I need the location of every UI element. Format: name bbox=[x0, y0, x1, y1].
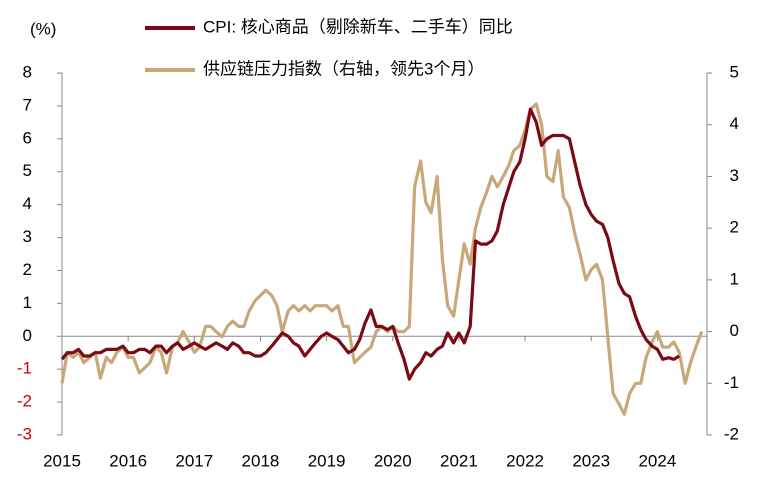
x-tick-label: 2022 bbox=[506, 451, 544, 470]
x-tick-label: 2017 bbox=[175, 451, 213, 470]
series-line bbox=[60, 107, 681, 381]
y2-tick-label: 5 bbox=[730, 62, 739, 81]
y-tick-label: -2 bbox=[17, 392, 32, 411]
x-tick-label: 2020 bbox=[374, 451, 412, 470]
y-tick-label: -3 bbox=[17, 424, 32, 443]
x-tick-label: 2018 bbox=[242, 451, 280, 470]
series-line bbox=[60, 102, 704, 416]
y2-tick-label: 1 bbox=[730, 269, 739, 288]
x-tick-label: 2023 bbox=[572, 451, 610, 470]
y-tick-label: 5 bbox=[23, 161, 32, 180]
y-tick-label: 3 bbox=[23, 227, 32, 246]
legend-label: CPI: 核心商品（剔除新车、二手车）同比 bbox=[203, 17, 513, 36]
x-tick-label: 2015 bbox=[43, 451, 81, 470]
y2-tick-label: -1 bbox=[724, 373, 739, 392]
y-tick-label: 4 bbox=[23, 194, 32, 213]
x-tick-label: 2024 bbox=[638, 451, 676, 470]
y-axis-label: (%) bbox=[30, 19, 56, 38]
y-tick-label: 7 bbox=[23, 95, 32, 114]
y-tick-label: 1 bbox=[23, 293, 32, 312]
y-tick-label: 6 bbox=[23, 128, 32, 147]
x-tick-label: 2016 bbox=[109, 451, 147, 470]
y2-tick-label: 0 bbox=[730, 321, 739, 340]
y2-tick-label: 4 bbox=[730, 114, 739, 133]
y2-tick-label: 3 bbox=[730, 166, 739, 185]
x-tick-label: 2021 bbox=[440, 451, 478, 470]
y-tick-label: 2 bbox=[23, 260, 32, 279]
y-tick-label: -1 bbox=[17, 359, 32, 378]
y-tick-label: 0 bbox=[23, 326, 32, 345]
y2-tick-label: 2 bbox=[730, 218, 739, 237]
y-tick-label: 8 bbox=[23, 62, 32, 81]
legend-label: 供应链压力指数（右轴，领先3个月） bbox=[203, 59, 484, 78]
x-tick-label: 2019 bbox=[308, 451, 346, 470]
y2-tick-label: -2 bbox=[724, 424, 739, 443]
